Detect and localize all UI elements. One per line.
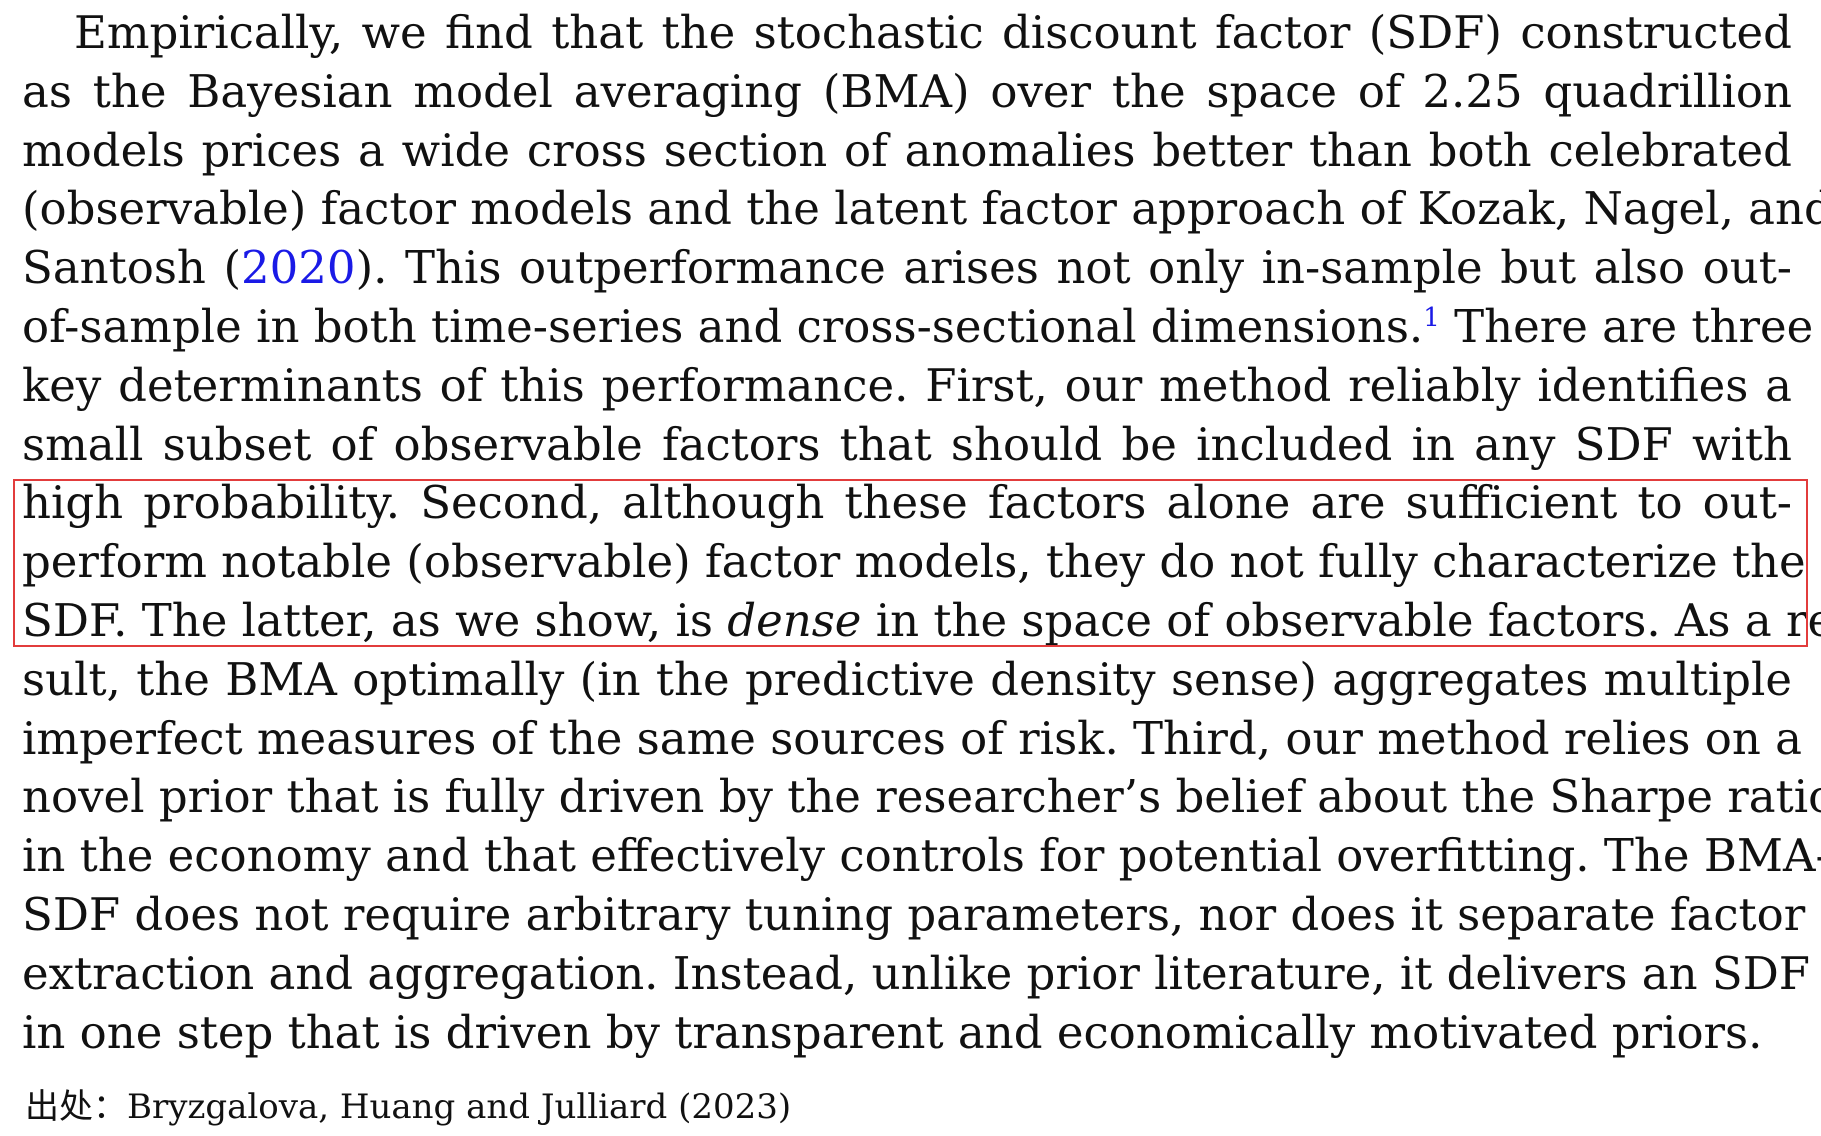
text-line: in the economy and that effectively cont… xyxy=(22,829,1821,883)
source-label: 出处： xyxy=(25,1087,127,1127)
text-line: models prices a wide cross section of an… xyxy=(22,123,1792,177)
citation-link[interactable]: 2020 xyxy=(241,241,356,295)
text-line: of-sample in both time-series and cross-… xyxy=(22,298,1813,357)
text-line: Santosh (2020). This outperformance aris… xyxy=(22,239,1792,298)
text-line: SDF. The latter, as we show, is dense in… xyxy=(22,592,1821,651)
text-segment: Santosh ( xyxy=(22,241,242,295)
text-segment: of-sample in both time-series and cross-… xyxy=(22,299,1424,353)
text-line: sult, the BMA optimally (in the predicti… xyxy=(22,652,1792,706)
text-line: in one step that is driven by transparen… xyxy=(22,1005,1763,1059)
footnote-link[interactable]: 1 xyxy=(1423,302,1440,333)
text-line: Empirically, we find that the stochastic… xyxy=(74,6,1792,59)
text-segment: in the space of observable factors. As a… xyxy=(861,593,1821,647)
source-caption: 出处：Bryzgalova, Huang and Julliard (2023) xyxy=(25,1085,791,1129)
text-segment: SDF. The latter, as we show, is xyxy=(22,593,728,647)
text-line: high probability. Second, although these… xyxy=(22,476,1792,530)
text-line: small subset of observable factors that … xyxy=(22,417,1792,471)
text-line: perform notable (observable) factor mode… xyxy=(22,535,1806,589)
text-line: novel prior that is fully driven by the … xyxy=(22,770,1821,824)
text-line: extraction and aggregation. Instead, unl… xyxy=(22,946,1811,1000)
body-paragraph: Empirically, we find that the stochastic… xyxy=(22,4,1821,1062)
text-segment: There are three xyxy=(1439,299,1814,353)
text-line: key determinants of this performance. Fi… xyxy=(22,358,1792,412)
text-line: (observable) factor models and the laten… xyxy=(22,182,1821,236)
text-segment: ). This outperformance arises not only i… xyxy=(355,241,1793,295)
text-line: as the Bayesian model averaging (BMA) ov… xyxy=(22,64,1792,118)
emphasized-word: dense xyxy=(727,593,862,647)
text-line: imperfect measures of the same sources o… xyxy=(22,711,1802,765)
source-reference: Bryzgalova, Huang and Julliard (2023) xyxy=(127,1087,792,1127)
text-line: SDF does not require arbitrary tuning pa… xyxy=(22,887,1806,941)
